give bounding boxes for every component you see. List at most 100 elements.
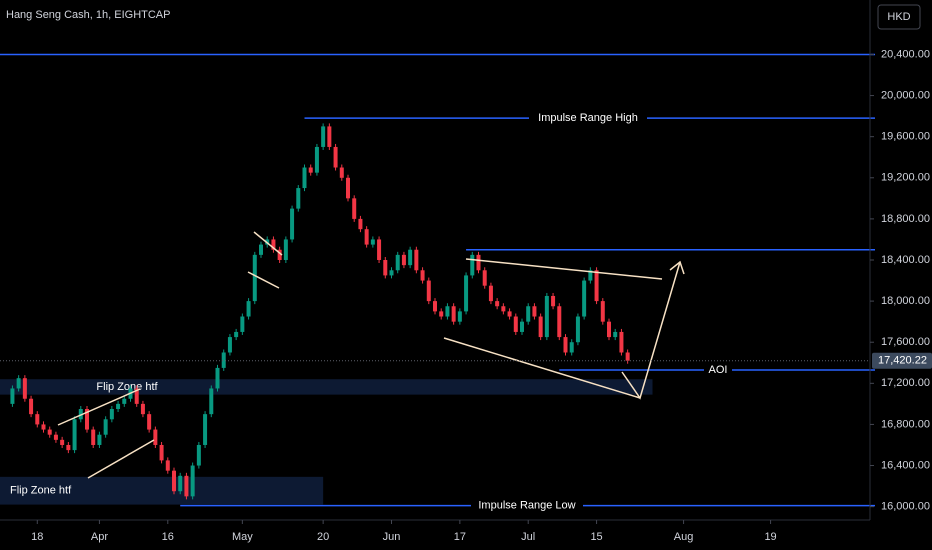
x-tick-label: May (232, 531, 253, 543)
last-price-label: 17,420.22 (878, 355, 927, 367)
candle-body (321, 126, 326, 147)
candle-body (290, 208, 295, 240)
candle-body (147, 414, 152, 430)
zone-label: Flip Zone htf (96, 381, 158, 393)
flip-zone (0, 379, 653, 395)
candle-body (234, 331, 239, 338)
last-price-box (872, 352, 932, 369)
candle-body (420, 270, 425, 281)
x-tick-label: Jun (383, 531, 401, 543)
x-tick-label: Jul (521, 531, 535, 543)
y-tick-label: 19,200.00 (881, 172, 930, 184)
candle-body (283, 239, 288, 260)
candle-body (625, 352, 630, 361)
candle-body (109, 409, 114, 420)
candle-body (569, 342, 574, 353)
candle-body (134, 388, 139, 404)
candle-body (488, 285, 493, 302)
candle-body (470, 254, 475, 276)
candle-body (619, 331, 624, 353)
y-tick-label: 19,600.00 (881, 131, 930, 143)
candle-body (10, 388, 15, 404)
candle-body (190, 465, 195, 497)
y-tick-label: 16,000.00 (881, 501, 930, 513)
level-label-bg (471, 498, 583, 513)
candle-body (221, 352, 226, 368)
candle-body (153, 429, 158, 445)
candle-body (60, 439, 65, 445)
candle-body (53, 434, 58, 440)
candle-body (91, 429, 96, 445)
candle-body (520, 321, 524, 332)
candle-body (240, 316, 245, 332)
x-tick-label: 16 (162, 531, 174, 543)
candle-body (308, 167, 313, 173)
channel-top (57, 388, 141, 426)
candle-body (451, 306, 456, 322)
candle-body (563, 337, 568, 353)
level-label: Impulse Range Low (478, 500, 575, 512)
candle-body (389, 270, 394, 276)
candle-body (358, 218, 363, 230)
candle-body (482, 270, 487, 286)
candle-body (259, 244, 263, 255)
candle-body (433, 301, 437, 312)
level-label: Impulse Range High (538, 112, 638, 124)
candle-body (140, 403, 145, 415)
candle-body (607, 321, 611, 338)
candle-body (35, 414, 40, 425)
candle-body (532, 306, 537, 317)
y-tick-label: 17,200.00 (881, 377, 930, 389)
candle-body (464, 275, 469, 312)
candle-body (277, 249, 282, 260)
flag-top (253, 231, 283, 256)
candle-body (401, 254, 406, 266)
candle-body (29, 398, 34, 415)
candle-body (252, 254, 257, 302)
candle-body (544, 295, 549, 338)
y-tick-label: 17,600.00 (881, 336, 930, 348)
candle-body (414, 249, 419, 271)
flip-zone (0, 476, 324, 505)
candle-body (116, 403, 121, 410)
chart-title: Hang Seng Cash, 1h, EIGHTCAP (6, 9, 170, 21)
candle-body (16, 378, 21, 389)
currency-button[interactable] (877, 4, 921, 30)
candle-body (538, 316, 543, 338)
candle-body (271, 239, 276, 250)
candle-body (383, 260, 388, 276)
candle-body (172, 470, 176, 492)
candle-body (370, 239, 375, 245)
x-tick-label: 17 (454, 531, 466, 543)
level-label: AOI (709, 364, 728, 376)
candle-body (215, 367, 220, 389)
candle-body (513, 316, 518, 332)
candle-body (178, 475, 183, 492)
x-tick-label: Aug (674, 531, 694, 543)
candle-body (457, 311, 462, 322)
candle-body (203, 414, 208, 445)
candle-body (582, 280, 587, 317)
candle-body (41, 424, 46, 430)
candle-body (196, 444, 201, 466)
candle-body (22, 378, 27, 399)
candle-body (246, 301, 251, 317)
candle-body (575, 316, 580, 343)
candle-body (600, 301, 605, 322)
y-tick-label: 18,000.00 (881, 295, 930, 307)
candle-body (165, 460, 170, 471)
candle-body (159, 444, 164, 461)
candle-body (526, 306, 531, 322)
candle-body (551, 295, 556, 307)
candle-body (476, 254, 481, 271)
candle-body (339, 167, 344, 178)
level-label-bg (704, 362, 732, 377)
y-tick-label: 18,400.00 (881, 254, 930, 266)
candle-body (501, 306, 506, 312)
candle-body (588, 270, 593, 281)
level-label-bg (529, 111, 647, 126)
candle-body (314, 146, 319, 173)
candle-body (47, 429, 52, 435)
candle-body (333, 146, 338, 168)
y-tick-label: 16,800.00 (881, 418, 930, 430)
